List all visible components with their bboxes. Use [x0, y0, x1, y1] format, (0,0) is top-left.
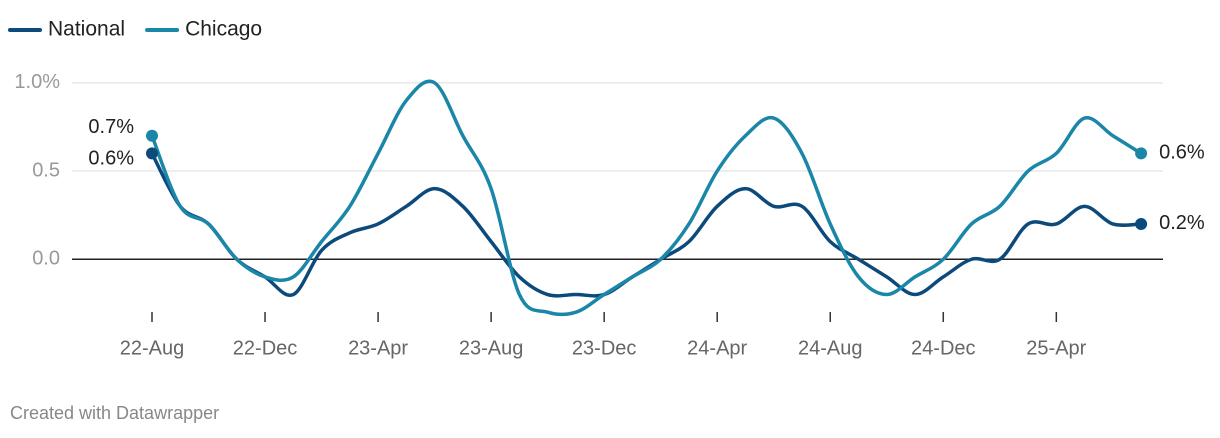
- y-tick-label: 0.0: [32, 248, 60, 270]
- x-tick-label: 23-Dec: [572, 337, 636, 359]
- x-tick-label: 24-Aug: [798, 337, 863, 359]
- series-line: [150, 79, 1143, 317]
- x-tick-label: 24-Apr: [687, 337, 747, 359]
- x-tick-label: 25-Apr: [1026, 337, 1086, 359]
- end-dot: [146, 129, 158, 142]
- data-label: 0.2%: [1159, 212, 1205, 234]
- x-tick-label: 23-Aug: [459, 337, 524, 359]
- series-line: [150, 152, 1142, 298]
- end-dot: [146, 147, 158, 160]
- x-tick-label: 24-Dec: [911, 337, 975, 359]
- footer: Created with Datawrapper: [10, 403, 219, 423]
- x-tick-label: 23-Apr: [348, 337, 408, 359]
- y-tick-label: 0.5: [32, 159, 60, 181]
- data-label: 0.6%: [88, 148, 134, 170]
- legend-label: Chicago: [185, 18, 262, 41]
- data-label: 0.7%: [88, 116, 134, 138]
- data-label: 0.6%: [1159, 142, 1205, 164]
- legend-label: National: [48, 18, 125, 41]
- y-tick-label: 1.0%: [14, 71, 60, 93]
- end-dot: [1135, 147, 1148, 160]
- x-tick-label: 22-Aug: [120, 337, 185, 359]
- x-tick-label: 22-Dec: [233, 337, 297, 359]
- end-dot: [1135, 217, 1148, 230]
